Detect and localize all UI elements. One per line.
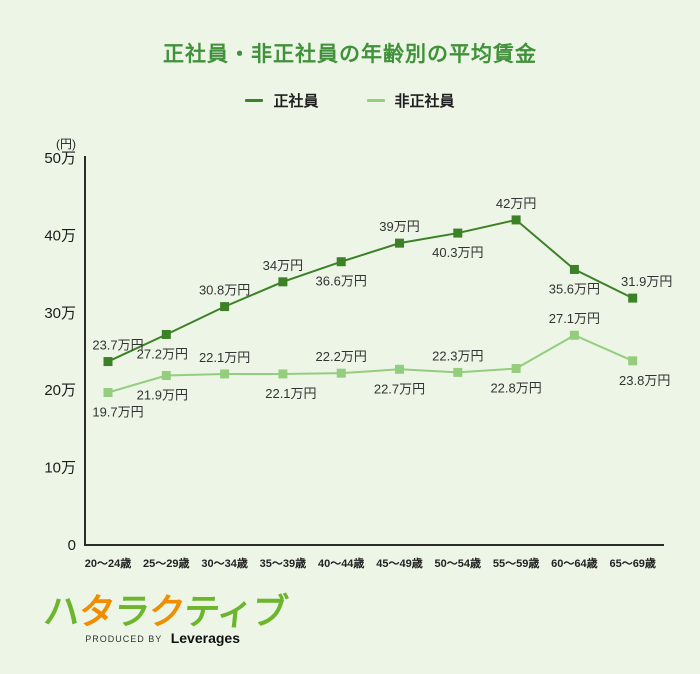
logo-char: ラ (111, 591, 152, 632)
x-tick-label: 55〜59歳 (493, 556, 539, 570)
data-point-marker (161, 329, 171, 339)
data-point-label: 22.1万円 (265, 386, 316, 401)
y-tick-label: 30万 (44, 305, 76, 322)
produced-by-line: PRODUCED BY Leverages (44, 630, 240, 648)
data-point-marker (278, 369, 288, 379)
data-point-marker (103, 388, 113, 398)
data-point-marker (453, 228, 463, 238)
company-name: Leverages (170, 630, 240, 646)
data-point-label: 27.2万円 (137, 346, 188, 361)
data-point-label: 30.8万円 (199, 283, 250, 298)
logo-char: ク (146, 591, 187, 632)
data-point-label: 42万円 (496, 196, 536, 211)
legend-label-hiseishain: 非正社員 (394, 93, 455, 110)
data-point-marker (103, 357, 113, 367)
data-point-label: 39万円 (379, 219, 419, 234)
x-tick-label: 50〜54歳 (435, 556, 481, 570)
data-point-label: 23.8万円 (619, 373, 670, 388)
data-point-marker (220, 369, 230, 379)
data-point-label: 40.3万円 (432, 245, 483, 260)
x-tick-label: 20〜24歳 (85, 556, 131, 570)
data-point-label: 27.1万円 (549, 311, 600, 326)
data-point-marker (511, 215, 521, 225)
page-title: 正社員・非正社員の年齢別の平均賃金 (163, 43, 537, 66)
logo-char: タ (76, 591, 117, 632)
data-point-label: 22.1万円 (199, 350, 250, 365)
data-point-marker (511, 364, 521, 374)
data-point-label: 22.3万円 (432, 348, 483, 363)
data-point-label: 22.2万円 (316, 349, 367, 364)
data-point-label: 23.7万円 (92, 338, 143, 353)
x-tick-label: 40〜44歳 (318, 556, 364, 570)
logo-char: テ (181, 591, 220, 632)
data-point-marker (336, 368, 346, 378)
legend-item-hiseishain: 非正社員 (366, 90, 455, 111)
data-point-label: 22.8万円 (490, 381, 541, 396)
data-point-marker (161, 370, 171, 380)
data-point-label: 36.6万円 (316, 274, 367, 289)
data-point-marker (569, 330, 579, 340)
y-tick-label: 40万 (44, 227, 76, 244)
data-point-label: 19.7万円 (92, 405, 143, 420)
data-point-marker (569, 264, 579, 274)
legend-dash-seishain (245, 99, 264, 102)
data-point-marker (628, 356, 638, 366)
logo-char: ハ (41, 591, 82, 632)
y-tick-label: 0 (68, 537, 76, 554)
data-point-marker (220, 302, 230, 312)
data-point-label: 31.9万円 (621, 274, 672, 289)
x-tick-label: 60〜64歳 (551, 556, 597, 570)
x-tick-label: 25〜29歳 (143, 556, 189, 570)
x-tick-label: 30〜34歳 (201, 556, 247, 570)
data-point-label: 35.6万円 (549, 281, 600, 296)
data-point-marker (453, 367, 463, 377)
y-tick-label: 50万 (44, 150, 76, 167)
x-tick-label: 35〜39歳 (260, 556, 306, 570)
data-point-marker (395, 238, 404, 248)
y-tick-label: 20万 (44, 382, 76, 399)
chart-legend: 正社員 非正社員 (0, 90, 700, 111)
legend-label-seishain: 正社員 (273, 93, 319, 110)
hatarakutive-logo: ハタラクティブ (41, 591, 290, 632)
data-point-marker (628, 293, 638, 303)
data-point-marker (278, 277, 288, 287)
x-tick-label: 45〜49歳 (376, 556, 422, 570)
logo-char: ブ (249, 591, 290, 632)
data-point-marker (336, 257, 346, 267)
data-point-label: 34万円 (263, 258, 303, 273)
legend-item-seishain: 正社員 (245, 90, 319, 111)
y-tick-label: 10万 (44, 460, 76, 477)
series-line-正社員 (107, 218, 634, 363)
data-point-label: 22.7万円 (374, 381, 425, 396)
produced-by-label: PRODUCED BY (85, 634, 163, 644)
series-line-非正社員 (107, 334, 634, 394)
y-axis-unit: (円) (56, 137, 76, 151)
data-point-marker (395, 364, 404, 374)
x-tick-label: 65〜69歳 (609, 556, 655, 570)
legend-dash-hiseishain (366, 99, 385, 102)
logo-char: ィ (214, 591, 255, 632)
data-point-label: 21.9万円 (137, 387, 188, 402)
